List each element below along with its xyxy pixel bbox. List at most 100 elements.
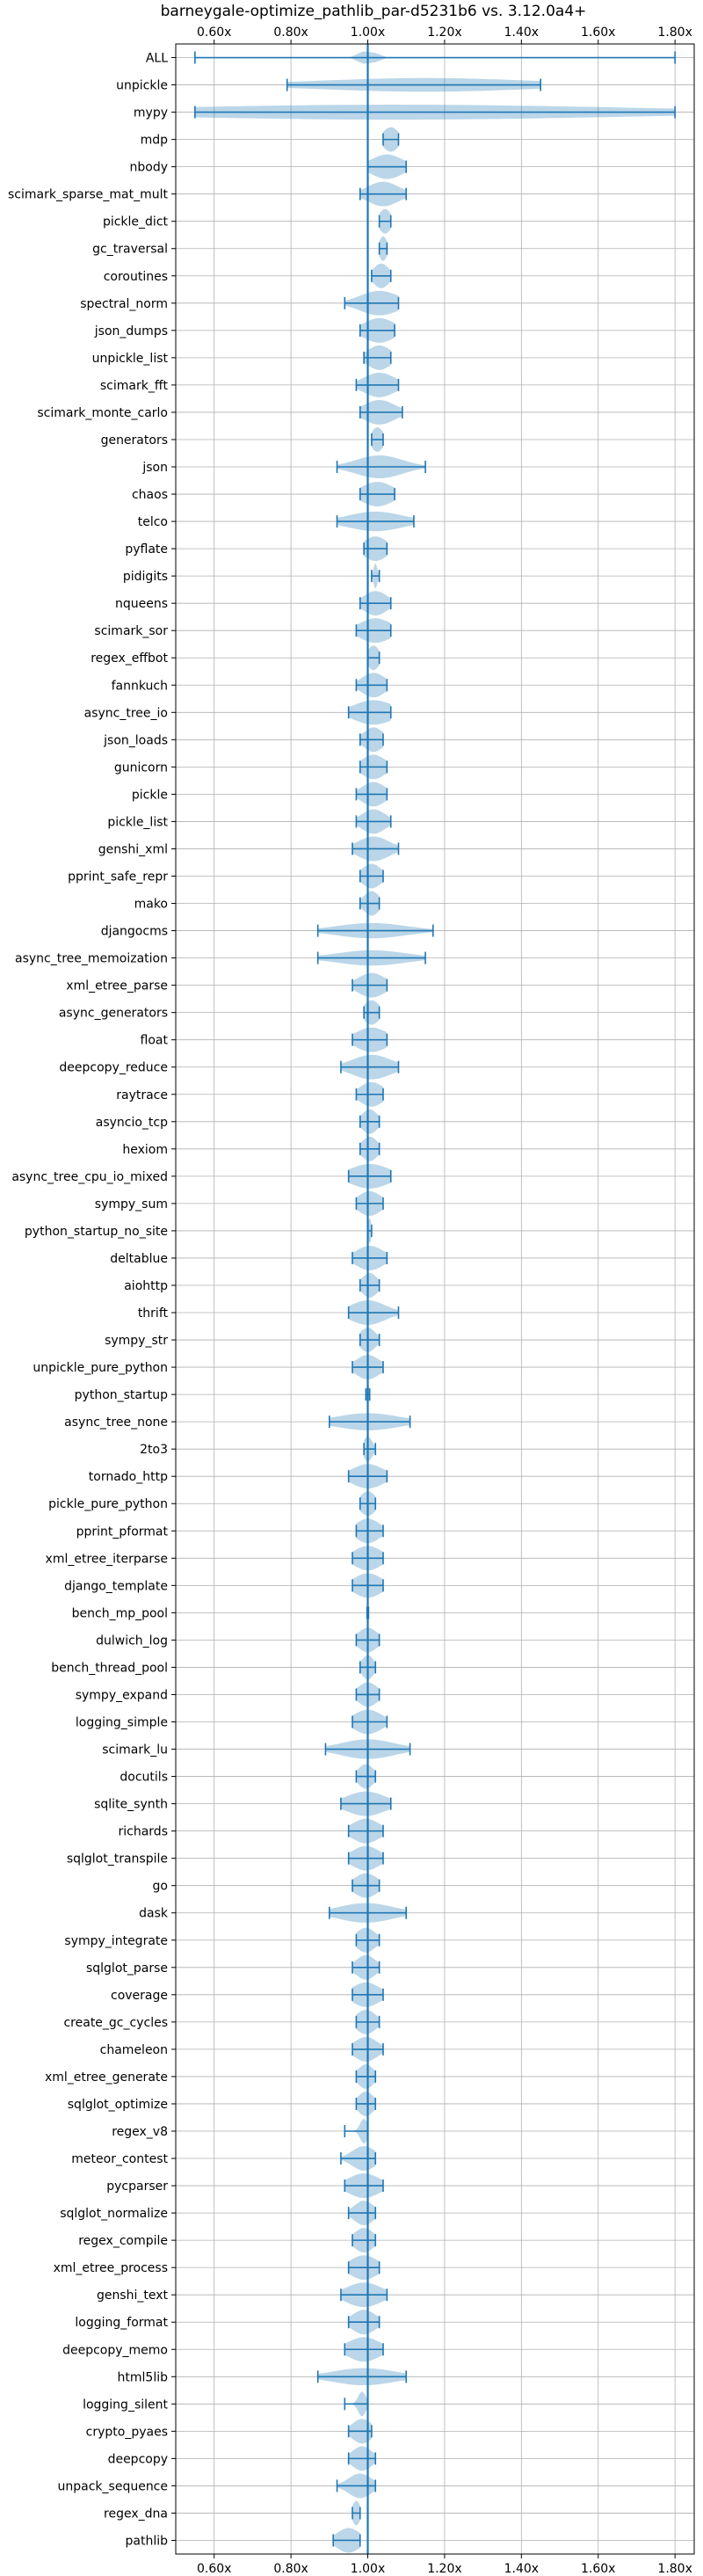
benchmark-label: python_startup: [75, 1388, 168, 1402]
benchmark-label: django_template: [64, 1579, 168, 1593]
benchmark-label: mypy: [134, 106, 168, 120]
benchmark-label: json_loads: [103, 733, 168, 747]
benchmark-label: pickle: [132, 788, 168, 802]
x-tick-label-bottom: 1.40x: [504, 2562, 539, 2576]
benchmark-label: scimark_monte_carlo: [37, 406, 168, 420]
benchmark-label: logging_format: [75, 2316, 168, 2330]
benchmark-label: coroutines: [104, 270, 168, 284]
benchmark-label: nbody: [130, 161, 169, 175]
benchmark-label: sqlglot_optimize: [68, 2098, 168, 2112]
benchmark-label: html5lib: [118, 2370, 169, 2384]
benchmark-label: async_tree_cpu_io_mixed: [11, 1170, 168, 1184]
benchmark-label: chaos: [132, 488, 168, 502]
benchmark-label: pathlib: [126, 2534, 169, 2548]
benchmark-label: sympy_sum: [95, 1197, 168, 1212]
benchmark-label: json_dumps: [94, 324, 168, 338]
benchmark-label: ALL: [146, 52, 168, 66]
benchmark-label: djangocms: [101, 925, 168, 939]
benchmark-label: generators: [101, 433, 168, 448]
benchmark-label: gc_traversal: [92, 243, 168, 257]
benchmark-label: float: [141, 1034, 169, 1048]
benchmark-label: meteor_contest: [71, 2152, 168, 2166]
benchmark-label: pickle_list: [107, 815, 168, 829]
x-axis-ticks: 0.60x 0.60x 0.80x 0.80x 1.00x 1.00x 1.20x 1.20x…: [197, 25, 692, 2576]
benchmark-label: raytrace: [116, 1088, 168, 1102]
x-tick-label-bottom: 0.60x: [197, 2562, 231, 2576]
x-tick-label-bottom: 1.00x: [351, 2562, 385, 2576]
benchmark-label: genshi_xml: [98, 842, 168, 856]
benchmark-label: scimark_sparse_mat_mult: [8, 188, 168, 202]
benchmark-label: json: [141, 461, 168, 475]
x-tick-label-top: 1.20x: [427, 25, 461, 40]
benchmark-label: sqlglot_transpile: [67, 1852, 168, 1867]
benchmark-label: pidigits: [123, 570, 168, 584]
benchmark-label: regex_v8: [112, 2125, 168, 2139]
benchmark-label: 2to3: [140, 1443, 168, 1457]
benchmark-label: thrift: [138, 1306, 169, 1321]
benchmark-label: regex_dna: [104, 2507, 168, 2521]
x-tick-label-bottom: 0.80x: [273, 2562, 308, 2576]
x-tick-label-top: 1.60x: [581, 25, 615, 40]
x-tick-label-bottom: 1.80x: [657, 2562, 692, 2576]
benchmark-label: richards: [119, 1825, 169, 1839]
plot-frame: [175, 43, 695, 2555]
x-tick-label-top: 1.40x: [504, 25, 539, 40]
benchmark-label: sqlglot_parse: [86, 1961, 168, 1976]
benchmark-label: logging_simple: [76, 1716, 168, 1730]
benchmark-label: scimark_sor: [94, 624, 168, 638]
benchmark-label: xml_etree_parse: [66, 979, 168, 993]
x-tick-label-top: 0.60x: [197, 25, 231, 40]
benchmark-label: coverage: [111, 1989, 168, 2003]
benchmark-label: unpickle_pure_python: [33, 1361, 168, 1375]
grid-layer: [176, 44, 694, 2554]
benchmark-label: xml_etree_generate: [45, 2070, 168, 2085]
benchmark-label: python_startup_no_site: [25, 1225, 168, 1239]
benchmark-label: sympy_expand: [76, 1688, 168, 1702]
benchmark-label: regex_effbot: [91, 651, 168, 666]
benchmark-label: aiohttp: [124, 1279, 168, 1293]
benchmark-label: pickle_pure_python: [48, 1497, 168, 1511]
x-tick-label-top: 1.00x: [351, 25, 385, 40]
benchmark-label: deepcopy_reduce: [59, 1061, 168, 1075]
x-tick-label-bottom: 1.20x: [427, 2562, 461, 2576]
x-tick-label-top: 0.80x: [273, 25, 308, 40]
benchmark-label: crypto_pyaes: [86, 2425, 168, 2439]
benchmark-label: dulwich_log: [96, 1634, 168, 1648]
benchmark-label: mako: [134, 898, 168, 912]
benchmark-label: chameleon: [100, 2043, 168, 2057]
benchmark-label: pickle_dict: [103, 215, 169, 229]
benchmark-label: deltablue: [110, 1252, 168, 1266]
benchmark-label: asyncio_tcp: [96, 1116, 168, 1130]
benchmark-label: spectral_norm: [80, 297, 168, 311]
benchmark-label: scimark_fft: [100, 379, 169, 393]
benchmark-label: async_generators: [59, 1007, 168, 1021]
benchmark-label: nqueens: [115, 597, 168, 611]
benchmark-label: sympy_str: [105, 1334, 168, 1348]
benchmark-label: gunicorn: [114, 760, 168, 775]
benchmark-label: sqlglot_normalize: [60, 2207, 168, 2221]
chart-title: barneygale-optimize_pathlib_par-d5231b6 …: [161, 3, 587, 20]
benchmark-label: fannkuch: [112, 679, 168, 693]
range-bar-layer: [194, 51, 676, 2547]
y-axis-ticks: ALL unpickle mypy mdp nbody scimark_sparse_ma…: [8, 52, 176, 2548]
benchmark-label: tornado_http: [89, 1470, 168, 1484]
benchmark-label: sympy_integrate: [64, 1934, 168, 1948]
benchmark-label: logging_silent: [83, 2398, 168, 2412]
x-tick-label-bottom: 1.60x: [581, 2562, 615, 2576]
benchmark-label: scimark_lu: [102, 1743, 168, 1757]
benchmark-label: genshi_text: [97, 2289, 169, 2303]
violin-layer: [194, 51, 676, 2553]
benchmark-label: create_gc_cycles: [63, 2016, 168, 2030]
benchmark-label: async_tree_memoization: [15, 952, 168, 966]
benchmark-label: pyflate: [125, 542, 168, 557]
benchmark-label: deepcopy_memo: [62, 2343, 168, 2357]
benchmark-label: bench_thread_pool: [51, 1661, 168, 1675]
benchmark-label: mdp: [141, 134, 169, 148]
benchmark-label: telco: [138, 515, 168, 529]
benchmark-label: regex_compile: [78, 2234, 168, 2248]
benchmark-label: xml_etree_process: [54, 2261, 168, 2275]
benchmark-label: dask: [139, 1907, 169, 1921]
benchmark-label: pprint_safe_repr: [68, 870, 168, 884]
benchmark-label: unpickle_list: [92, 352, 169, 366]
